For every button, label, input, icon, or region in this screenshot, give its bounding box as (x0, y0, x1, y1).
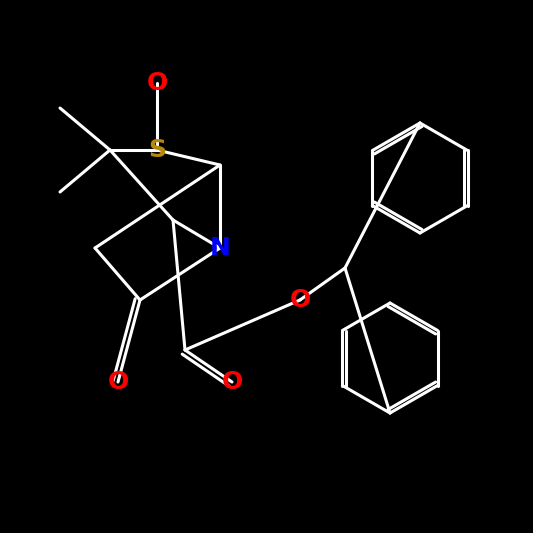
Text: N: N (209, 236, 230, 260)
Text: O: O (147, 71, 167, 95)
Text: S: S (148, 138, 166, 162)
Text: O: O (107, 370, 128, 394)
Text: O: O (289, 288, 311, 312)
Text: O: O (221, 370, 243, 394)
